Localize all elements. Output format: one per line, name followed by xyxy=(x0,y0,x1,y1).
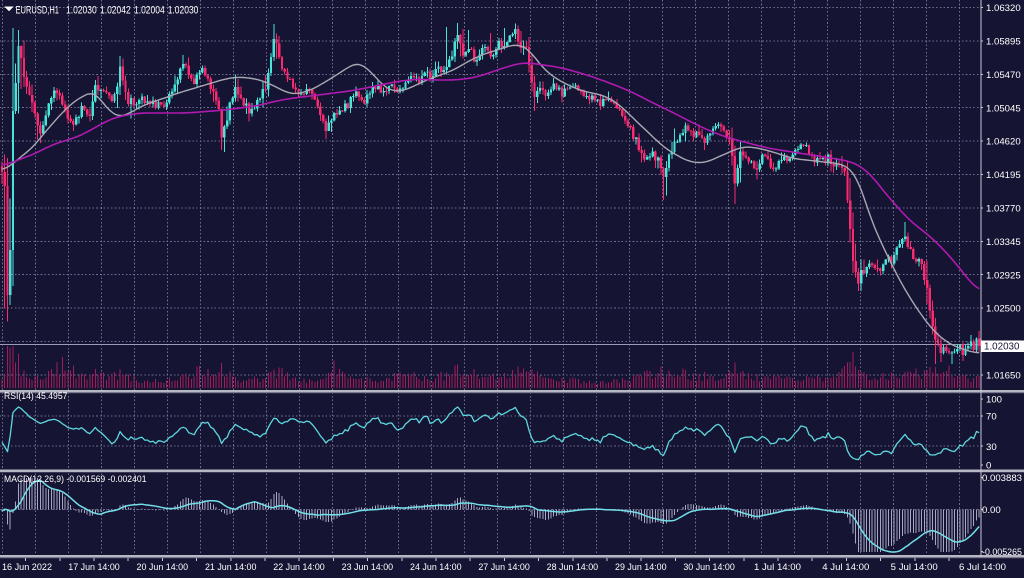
svg-text:0: 0 xyxy=(986,461,991,472)
svg-text:-0.005265: -0.005265 xyxy=(982,547,1022,558)
svg-text:1.02004: 1.02004 xyxy=(134,4,165,16)
svg-text:27 Jun 14:00: 27 Jun 14:00 xyxy=(478,562,530,573)
svg-text:1.01650: 1.01650 xyxy=(986,371,1021,382)
svg-text:1.02030: 1.02030 xyxy=(66,4,97,16)
svg-text:0.003883: 0.003883 xyxy=(982,473,1022,484)
svg-text:MACD(12,26,9) -0.001569 -0.002: MACD(12,26,9) -0.001569 -0.002401 xyxy=(4,474,147,485)
svg-text:6 Jul 14:00: 6 Jul 14:00 xyxy=(959,562,1006,573)
svg-text:1.06320: 1.06320 xyxy=(986,3,1021,14)
svg-text:1.02042: 1.02042 xyxy=(100,4,131,16)
svg-text:1.03770: 1.03770 xyxy=(986,204,1021,215)
svg-text:1.02030: 1.02030 xyxy=(984,342,1020,353)
svg-text:24 Jun 14:00: 24 Jun 14:00 xyxy=(410,562,462,573)
svg-text:4 Jul 14:00: 4 Jul 14:00 xyxy=(822,562,869,573)
svg-text:29 Jun 14:00: 29 Jun 14:00 xyxy=(615,562,667,573)
svg-text:22 Jun 14:00: 22 Jun 14:00 xyxy=(273,562,325,573)
svg-text:70: 70 xyxy=(986,411,997,422)
svg-text:1.05470: 1.05470 xyxy=(986,70,1021,81)
svg-text:21 Jun 14:00: 21 Jun 14:00 xyxy=(205,562,257,573)
svg-text:100: 100 xyxy=(986,395,1002,406)
svg-text:1.05045: 1.05045 xyxy=(986,103,1021,114)
svg-text:1.03345: 1.03345 xyxy=(986,237,1021,248)
svg-text:23 Jun 14:00: 23 Jun 14:00 xyxy=(342,562,394,573)
svg-text:20 Jun 14:00: 20 Jun 14:00 xyxy=(137,562,189,573)
svg-text:0.00: 0.00 xyxy=(982,505,1001,516)
svg-text:1.05895: 1.05895 xyxy=(986,37,1021,48)
svg-text:1.02925: 1.02925 xyxy=(986,270,1021,281)
svg-text:1.02030: 1.02030 xyxy=(168,4,199,16)
svg-text:5 Jul 14:00: 5 Jul 14:00 xyxy=(891,562,938,573)
svg-text:30 Jun 14:00: 30 Jun 14:00 xyxy=(683,562,735,573)
svg-text:30: 30 xyxy=(986,442,997,453)
svg-text:1.02500: 1.02500 xyxy=(986,304,1021,315)
svg-text:1.04620: 1.04620 xyxy=(986,137,1021,148)
svg-text:1 Jul 14:00: 1 Jul 14:00 xyxy=(754,562,801,573)
svg-text:RSI(14) 45.4957: RSI(14) 45.4957 xyxy=(4,391,68,402)
svg-text:16 Jun 2022: 16 Jun 2022 xyxy=(2,562,52,573)
svg-text:EURUSD,H1: EURUSD,H1 xyxy=(16,4,60,16)
svg-text:1.04195: 1.04195 xyxy=(986,170,1021,181)
svg-text:28 Jun 14:00: 28 Jun 14:00 xyxy=(547,562,599,573)
svg-text:17 Jun 14:00: 17 Jun 14:00 xyxy=(68,562,120,573)
